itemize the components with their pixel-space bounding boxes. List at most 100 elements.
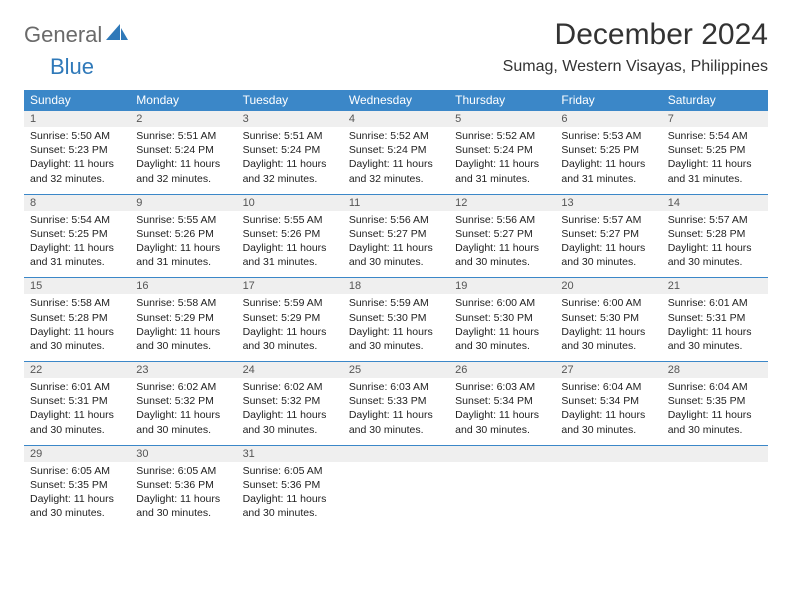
month-title: December 2024 (503, 18, 768, 52)
day-cell: Sunrise: 5:52 AMSunset: 5:24 PMDaylight:… (343, 127, 449, 194)
sunrise-text: Sunrise: 5:51 AM (136, 129, 230, 143)
day-cell: Sunrise: 5:54 AMSunset: 5:25 PMDaylight:… (24, 211, 130, 278)
daylight-text: Daylight: 11 hours and 31 minutes. (136, 241, 230, 269)
day-cell: Sunrise: 5:51 AMSunset: 5:24 PMDaylight:… (130, 127, 236, 194)
day-cell: Sunrise: 5:59 AMSunset: 5:29 PMDaylight:… (237, 294, 343, 361)
daylight-text: Daylight: 11 hours and 30 minutes. (30, 325, 124, 353)
daylight-text: Daylight: 11 hours and 30 minutes. (668, 325, 762, 353)
day-number: 29 (24, 446, 130, 462)
sunrise-text: Sunrise: 6:05 AM (30, 464, 124, 478)
day-cell: Sunrise: 5:51 AMSunset: 5:24 PMDaylight:… (237, 127, 343, 194)
dow-monday: Monday (130, 90, 236, 110)
day-cell: Sunrise: 6:03 AMSunset: 5:33 PMDaylight:… (343, 378, 449, 445)
sunrise-text: Sunrise: 5:57 AM (668, 213, 762, 227)
logo-text-general: General (24, 22, 102, 48)
sunset-text: Sunset: 5:26 PM (136, 227, 230, 241)
daylight-text: Daylight: 11 hours and 32 minutes. (243, 157, 337, 185)
day-number: 6 (555, 111, 661, 127)
sunrise-text: Sunrise: 5:58 AM (136, 296, 230, 310)
day-number: 25 (343, 362, 449, 378)
sunrise-text: Sunrise: 6:04 AM (668, 380, 762, 394)
sunset-text: Sunset: 5:26 PM (243, 227, 337, 241)
sunrise-text: Sunrise: 5:55 AM (243, 213, 337, 227)
sunrise-text: Sunrise: 6:02 AM (136, 380, 230, 394)
daylight-text: Daylight: 11 hours and 31 minutes. (243, 241, 337, 269)
day-cell: Sunrise: 6:02 AMSunset: 5:32 PMDaylight:… (237, 378, 343, 445)
sunset-text: Sunset: 5:35 PM (30, 478, 124, 492)
daylight-text: Daylight: 11 hours and 30 minutes. (136, 408, 230, 436)
sunset-text: Sunset: 5:28 PM (30, 311, 124, 325)
dow-saturday: Saturday (662, 90, 768, 110)
sunrise-text: Sunrise: 6:05 AM (136, 464, 230, 478)
day-cell: Sunrise: 5:57 AMSunset: 5:27 PMDaylight:… (555, 211, 661, 278)
daynum-bar: 1234567 (24, 110, 768, 127)
day-cell: Sunrise: 5:50 AMSunset: 5:23 PMDaylight:… (24, 127, 130, 194)
sunrise-text: Sunrise: 6:03 AM (455, 380, 549, 394)
day-cell: Sunrise: 5:58 AMSunset: 5:28 PMDaylight:… (24, 294, 130, 361)
sunset-text: Sunset: 5:32 PM (243, 394, 337, 408)
daylight-text: Daylight: 11 hours and 30 minutes. (349, 241, 443, 269)
daylight-text: Daylight: 11 hours and 30 minutes. (30, 408, 124, 436)
daylight-text: Daylight: 11 hours and 30 minutes. (136, 492, 230, 520)
daynum-bar: 15161718192021 (24, 277, 768, 294)
day-number: 13 (555, 195, 661, 211)
title-block: December 2024 Sumag, Western Visayas, Ph… (503, 18, 768, 76)
day-number: 22 (24, 362, 130, 378)
sunset-text: Sunset: 5:25 PM (30, 227, 124, 241)
daylight-text: Daylight: 11 hours and 31 minutes. (561, 157, 655, 185)
day-cell: Sunrise: 6:00 AMSunset: 5:30 PMDaylight:… (449, 294, 555, 361)
daylight-text: Daylight: 11 hours and 30 minutes. (455, 241, 549, 269)
day-number: 10 (237, 195, 343, 211)
day-cell: Sunrise: 5:59 AMSunset: 5:30 PMDaylight:… (343, 294, 449, 361)
day-number: 5 (449, 111, 555, 127)
sunset-text: Sunset: 5:34 PM (455, 394, 549, 408)
sunset-text: Sunset: 5:31 PM (668, 311, 762, 325)
day-number: 11 (343, 195, 449, 211)
week-row: Sunrise: 6:05 AMSunset: 5:35 PMDaylight:… (24, 462, 768, 529)
day-cell: Sunrise: 5:56 AMSunset: 5:27 PMDaylight:… (449, 211, 555, 278)
sunrise-text: Sunrise: 5:50 AM (30, 129, 124, 143)
day-number: 28 (662, 362, 768, 378)
daylight-text: Daylight: 11 hours and 32 minutes. (30, 157, 124, 185)
day-number: 3 (237, 111, 343, 127)
sunrise-text: Sunrise: 6:03 AM (349, 380, 443, 394)
day-number: 8 (24, 195, 130, 211)
dow-thursday: Thursday (449, 90, 555, 110)
sunset-text: Sunset: 5:24 PM (349, 143, 443, 157)
day-cell: Sunrise: 6:01 AMSunset: 5:31 PMDaylight:… (24, 378, 130, 445)
sunset-text: Sunset: 5:35 PM (668, 394, 762, 408)
daylight-text: Daylight: 11 hours and 30 minutes. (668, 241, 762, 269)
week-row: Sunrise: 5:54 AMSunset: 5:25 PMDaylight:… (24, 211, 768, 278)
daylight-text: Daylight: 11 hours and 30 minutes. (349, 408, 443, 436)
day-number: 16 (130, 278, 236, 294)
sunset-text: Sunset: 5:36 PM (243, 478, 337, 492)
daynum-bar: 891011121314 (24, 194, 768, 211)
sunset-text: Sunset: 5:30 PM (455, 311, 549, 325)
daylight-text: Daylight: 11 hours and 30 minutes. (30, 492, 124, 520)
week-row: Sunrise: 5:58 AMSunset: 5:28 PMDaylight:… (24, 294, 768, 361)
day-cell: Sunrise: 6:00 AMSunset: 5:30 PMDaylight:… (555, 294, 661, 361)
sunset-text: Sunset: 5:24 PM (455, 143, 549, 157)
day-cell: Sunrise: 6:01 AMSunset: 5:31 PMDaylight:… (662, 294, 768, 361)
sunrise-text: Sunrise: 5:55 AM (136, 213, 230, 227)
daylight-text: Daylight: 11 hours and 30 minutes. (455, 408, 549, 436)
day-cell: Sunrise: 5:56 AMSunset: 5:27 PMDaylight:… (343, 211, 449, 278)
sunset-text: Sunset: 5:27 PM (349, 227, 443, 241)
day-number (555, 446, 661, 462)
day-cell: Sunrise: 6:05 AMSunset: 5:36 PMDaylight:… (130, 462, 236, 529)
sunset-text: Sunset: 5:30 PM (561, 311, 655, 325)
sunset-text: Sunset: 5:32 PM (136, 394, 230, 408)
daylight-text: Daylight: 11 hours and 30 minutes. (455, 325, 549, 353)
day-number: 17 (237, 278, 343, 294)
day-number: 21 (662, 278, 768, 294)
sunrise-text: Sunrise: 5:59 AM (349, 296, 443, 310)
daylight-text: Daylight: 11 hours and 31 minutes. (668, 157, 762, 185)
sunset-text: Sunset: 5:24 PM (243, 143, 337, 157)
day-number: 15 (24, 278, 130, 294)
sunrise-text: Sunrise: 5:56 AM (349, 213, 443, 227)
day-number: 20 (555, 278, 661, 294)
logo-sail-icon (106, 22, 128, 48)
sunset-text: Sunset: 5:28 PM (668, 227, 762, 241)
week-row: Sunrise: 6:01 AMSunset: 5:31 PMDaylight:… (24, 378, 768, 445)
sunset-text: Sunset: 5:33 PM (349, 394, 443, 408)
